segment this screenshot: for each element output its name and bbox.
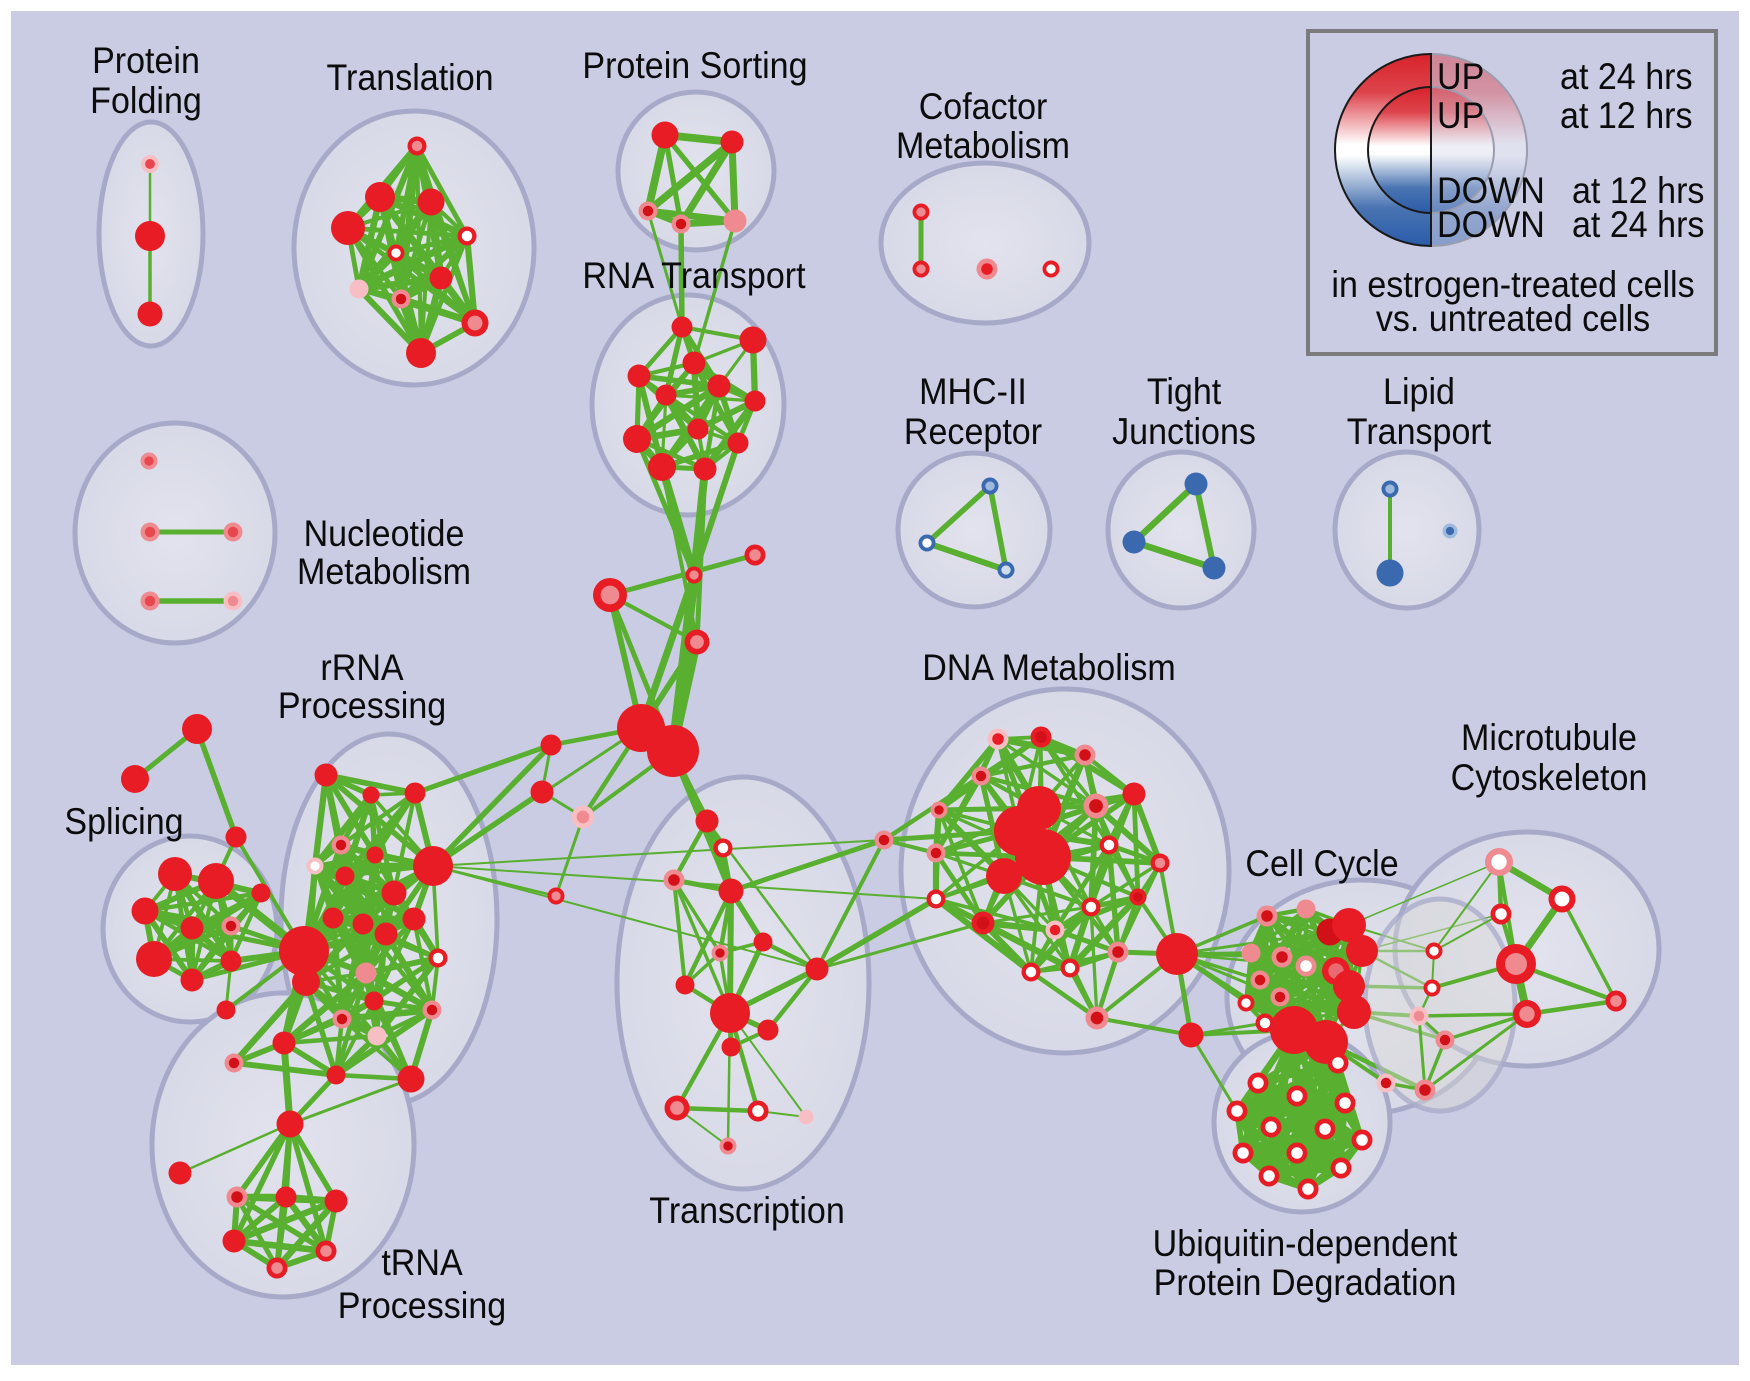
svg-text:DNA Metabolism: DNA Metabolism: [922, 647, 1175, 689]
svg-text:Cell Cycle: Cell Cycle: [1245, 843, 1398, 885]
svg-text:DOWN: DOWN: [1437, 204, 1545, 246]
svg-text:Processing: Processing: [278, 685, 446, 727]
svg-text:tRNA: tRNA: [381, 1242, 463, 1284]
svg-text:Transcription: Transcription: [649, 1190, 844, 1232]
svg-text:Receptor: Receptor: [904, 411, 1042, 453]
svg-text:Tight: Tight: [1147, 371, 1222, 413]
svg-text:Junctions: Junctions: [1112, 411, 1256, 453]
svg-text:Folding: Folding: [90, 80, 202, 122]
svg-text:Splicing: Splicing: [64, 801, 183, 843]
svg-text:Metabolism: Metabolism: [896, 125, 1070, 167]
svg-text:MHC-II: MHC-II: [919, 371, 1027, 413]
svg-text:Cytoskeleton: Cytoskeleton: [1451, 757, 1648, 799]
svg-text:Metabolism: Metabolism: [297, 551, 471, 593]
svg-text:vs. untreated cells: vs. untreated cells: [1376, 298, 1650, 340]
svg-text:at 24 hrs: at 24 hrs: [1572, 204, 1704, 246]
svg-text:UP: UP: [1437, 56, 1484, 98]
svg-text:Ubiquitin-dependent: Ubiquitin-dependent: [1153, 1223, 1458, 1265]
svg-text:Lipid: Lipid: [1383, 371, 1455, 413]
svg-text:Cofactor: Cofactor: [919, 86, 1048, 128]
svg-text:Protein: Protein: [92, 40, 200, 82]
svg-text:RNA Transport: RNA Transport: [582, 255, 805, 297]
svg-text:in estrogen-treated cells: in estrogen-treated cells: [1331, 264, 1694, 306]
svg-text:UP: UP: [1437, 95, 1484, 137]
svg-text:Translation: Translation: [326, 57, 493, 99]
svg-text:Transport: Transport: [1347, 411, 1492, 453]
svg-text:at 12 hrs: at 12 hrs: [1560, 95, 1692, 137]
svg-text:at 12 hrs: at 12 hrs: [1572, 170, 1704, 212]
svg-text:DOWN: DOWN: [1437, 170, 1545, 212]
svg-text:Protein Sorting: Protein Sorting: [582, 45, 807, 87]
svg-text:Nucleotide: Nucleotide: [304, 513, 465, 555]
svg-text:Processing: Processing: [338, 1285, 506, 1327]
svg-text:Protein Degradation: Protein Degradation: [1154, 1262, 1457, 1304]
svg-text:at 24 hrs: at 24 hrs: [1560, 56, 1692, 98]
svg-text:Microtubule: Microtubule: [1461, 717, 1637, 759]
svg-text:rRNA: rRNA: [320, 647, 403, 689]
